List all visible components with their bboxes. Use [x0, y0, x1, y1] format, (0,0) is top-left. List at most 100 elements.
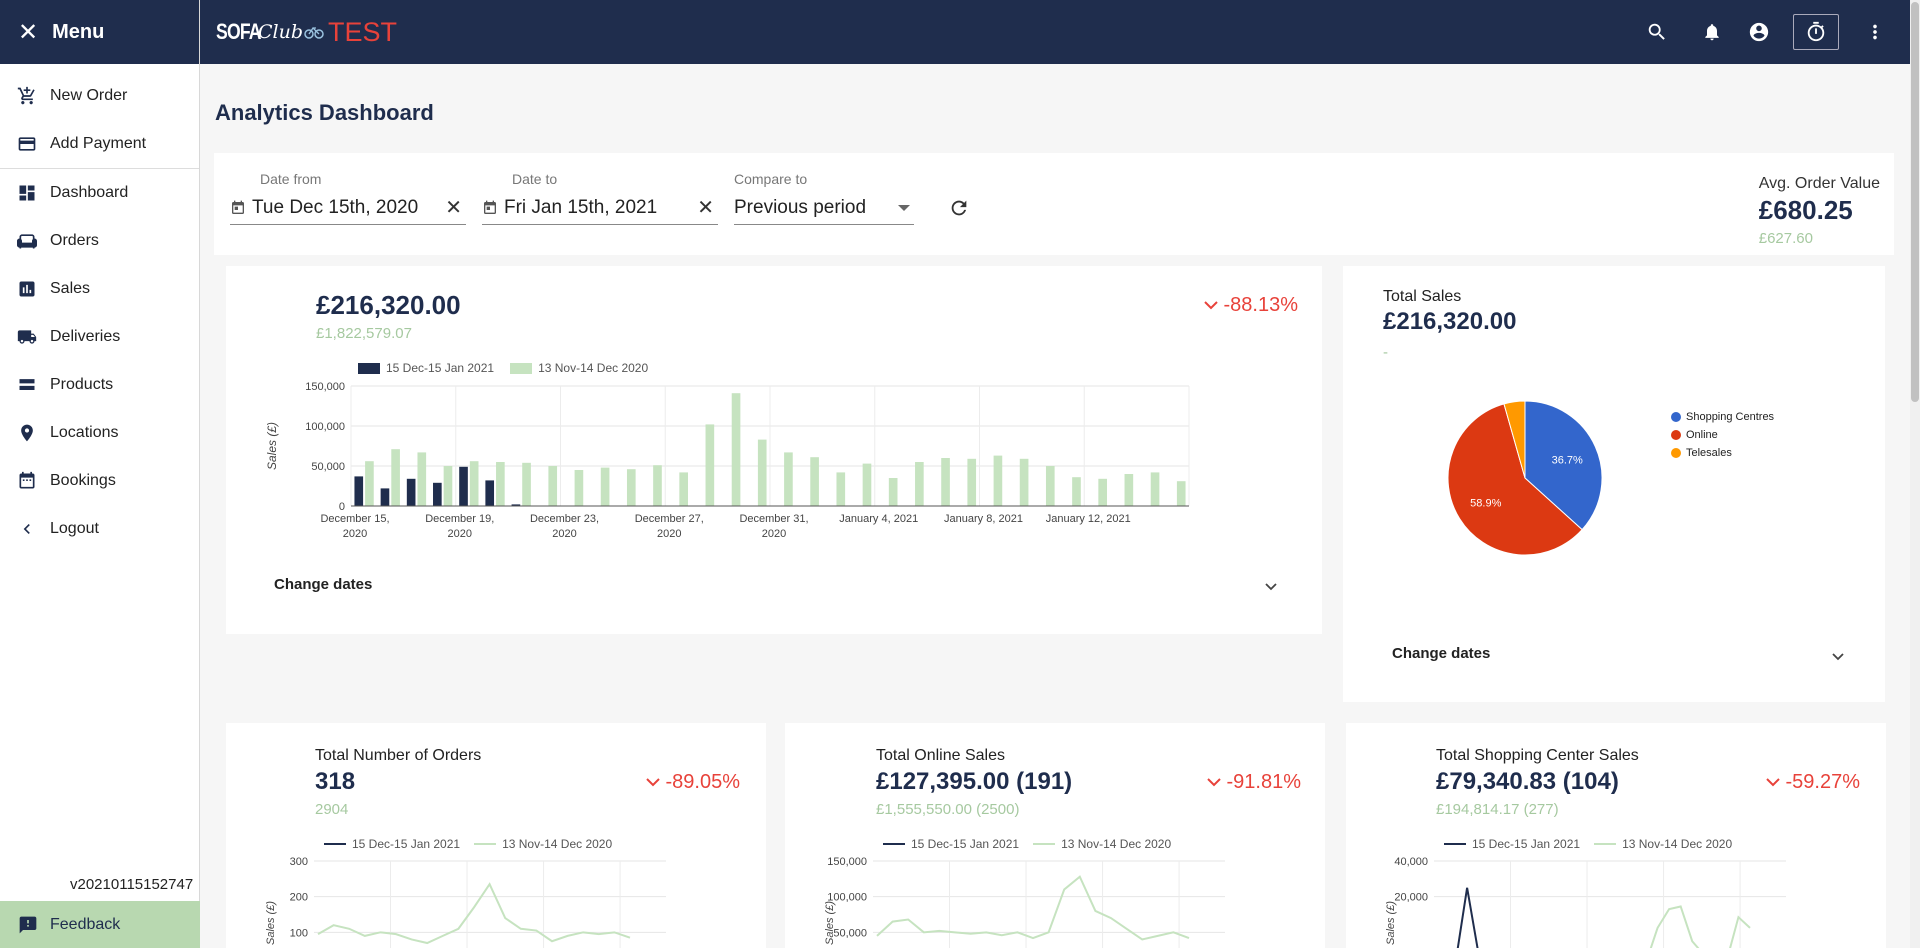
bar-previous[interactable] [1045, 466, 1055, 506]
online-sales-card: Total Online Sales £127,395.00 (191) £1,… [785, 723, 1325, 948]
line-previous[interactable] [876, 875, 1190, 941]
sidebar-item-dashboard[interactable]: Dashboard [0, 169, 199, 217]
bar-previous[interactable] [1019, 458, 1029, 506]
bar-previous[interactable] [469, 461, 479, 506]
sidebar-item-locations[interactable]: Locations [0, 409, 199, 457]
bar-previous[interactable] [784, 452, 793, 506]
bar-current[interactable] [380, 488, 390, 506]
bar-previous[interactable] [1176, 481, 1186, 506]
bar-previous[interactable] [626, 469, 636, 506]
bar-current[interactable] [511, 504, 521, 506]
refresh-icon[interactable] [948, 197, 970, 224]
bar-previous[interactable] [1124, 474, 1134, 506]
bar-previous[interactable] [967, 458, 977, 506]
pie-slice[interactable] [1524, 400, 1603, 531]
bar-previous[interactable] [548, 466, 558, 506]
sidebar-item-sales[interactable]: Sales [0, 265, 199, 313]
line-previous[interactable] [1438, 905, 1751, 948]
date-to-value[interactable]: Fri Jan 15th, 2021 [504, 196, 658, 218]
bar-previous[interactable] [915, 462, 924, 506]
date-to-field[interactable]: Date to Fri Jan 15th, 2021 ✕ [482, 171, 718, 225]
chevron-down-icon[interactable] [1831, 652, 1845, 662]
bar-previous[interactable] [836, 472, 846, 506]
bar-current[interactable] [433, 482, 442, 506]
chevron-down-icon[interactable] [1264, 582, 1278, 592]
chart-legend: 15 Dec-15 Jan 2021 13 Nov-14 Dec 2020 [358, 361, 648, 375]
bar-previous[interactable] [679, 472, 688, 506]
sales-pie-chart: 36.7% 58.9% [1447, 400, 1603, 556]
bar-previous[interactable] [941, 458, 950, 506]
dropdown-arrow-icon[interactable] [898, 197, 914, 219]
change-dates-toggle[interactable]: Change dates [1392, 645, 1491, 662]
pie-slice[interactable] [1447, 403, 1583, 556]
bar-previous[interactable] [705, 424, 715, 506]
bar-previous[interactable] [731, 393, 741, 506]
bar-previous[interactable] [365, 461, 374, 506]
compare-to-select[interactable]: Compare to Previous period [734, 171, 914, 225]
bar-previous[interactable] [1072, 477, 1081, 506]
pie-slice-label: 58.9% [1470, 497, 1501, 509]
bar-previous[interactable] [574, 470, 584, 506]
timer-button[interactable] [1793, 14, 1839, 50]
bar-previous[interactable] [993, 455, 1003, 506]
bar-previous[interactable] [522, 462, 531, 506]
bar-previous[interactable] [443, 466, 453, 506]
y-tick-label: 200 [290, 892, 308, 904]
y-axis-label: Sales (£) [265, 422, 279, 470]
bar-previous[interactable] [653, 465, 662, 506]
bar-previous[interactable] [757, 439, 767, 506]
search-icon[interactable] [1645, 20, 1669, 44]
bar-previous[interactable] [1150, 472, 1160, 506]
date-from-value[interactable]: Tue Dec 15th, 2020 [252, 196, 419, 218]
sales-chart-card: £216,320.00 £1,822,579.07 -88.13% 15 Dec… [226, 266, 1322, 634]
sidebar: ✕ Menu New Order Add Payment Dashboard O… [0, 0, 200, 948]
bar-current[interactable] [406, 478, 416, 506]
avg-order-value: Avg. Order Value £680.25 £627.60 [1759, 175, 1880, 247]
bar-current[interactable] [459, 466, 468, 506]
bar-previous[interactable] [600, 467, 610, 506]
x-tick-label: January 4, 2021 [839, 513, 918, 525]
clear-date-from-icon[interactable]: ✕ [445, 197, 462, 219]
sidebar-item-deliveries[interactable]: Deliveries [0, 313, 199, 361]
account-circle-icon[interactable] [1747, 20, 1771, 44]
online-card-prev: £1,555,550.00 (2500) [876, 801, 1020, 818]
scrollbar-thumb[interactable] [1911, 2, 1919, 402]
sidebar-item-add-payment[interactable]: Add Payment [0, 120, 199, 168]
bar-previous[interactable] [1098, 478, 1107, 506]
y-axis-label: Sales (£) [824, 901, 836, 945]
menu-header[interactable]: ✕ Menu [0, 0, 199, 64]
bar-previous[interactable] [496, 462, 505, 506]
bar-previous[interactable] [810, 457, 819, 506]
sidebar-item-bookings[interactable]: Bookings [0, 457, 199, 505]
legend-swatch-current [358, 362, 380, 374]
chart-legend: 15 Dec-15 Jan 2021 13 Nov-14 Dec 2020 [1444, 837, 1732, 851]
more-vert-icon[interactable] [1863, 20, 1887, 44]
pie-slice[interactable] [1503, 400, 1526, 479]
clear-date-to-icon[interactable]: ✕ [697, 197, 714, 219]
bar-previous[interactable] [862, 463, 872, 506]
legend-dot [1671, 448, 1681, 458]
bar-current[interactable] [485, 480, 495, 506]
sidebar-item-products[interactable]: Products [0, 361, 199, 409]
sidebar-item-logout[interactable]: Logout [0, 505, 199, 553]
bar-previous[interactable] [417, 452, 427, 506]
change-dates-toggle[interactable]: Change dates [274, 576, 373, 593]
orders-change-value: -89.05% [665, 771, 741, 793]
bar-previous[interactable] [888, 478, 898, 506]
legend-dot [1671, 430, 1681, 440]
date-from-field[interactable]: Date from Tue Dec 15th, 2020 ✕ [230, 171, 466, 225]
line-previous[interactable] [317, 882, 631, 945]
compare-to-value[interactable]: Previous period [734, 196, 867, 218]
feedback-button[interactable]: Feedback [0, 901, 200, 948]
date-to-label: Date to [512, 171, 558, 187]
bar-previous[interactable] [391, 449, 400, 506]
bar-current[interactable] [354, 476, 364, 506]
app-logo[interactable]: SOFA Club TEST [216, 17, 397, 47]
notifications-bell-icon[interactable] [1700, 20, 1724, 44]
sidebar-item-orders[interactable]: Orders [0, 217, 199, 265]
scrollbar-track[interactable] [1910, 0, 1920, 948]
line-current[interactable] [1444, 887, 1479, 948]
close-icon[interactable]: ✕ [18, 18, 39, 46]
sidebar-item-new-order[interactable]: New Order [0, 72, 199, 120]
